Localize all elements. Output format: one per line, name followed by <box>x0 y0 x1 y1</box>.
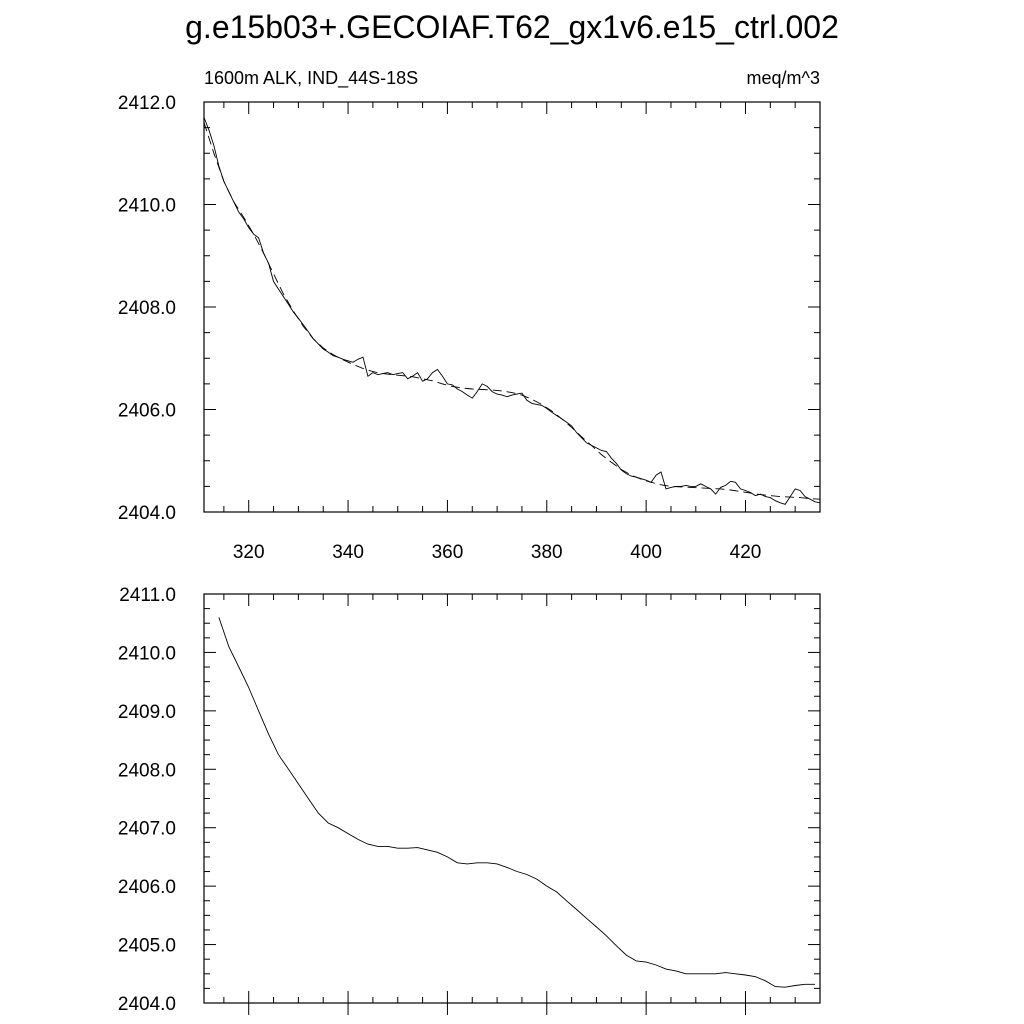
y-tick-label: 2410.0 <box>118 196 176 217</box>
panel-top: 320 340 360 380 400 420 2404.0 2406.0 2408.0 2410… <box>118 93 821 563</box>
y-tick-label: 2412.0 <box>118 93 176 114</box>
y-tick-label: 2406.0 <box>118 877 176 898</box>
plot-frame <box>203 593 821 1004</box>
x-tick-label: 340 <box>332 542 364 563</box>
panel1-right-string: meq/m^3 <box>747 68 820 88</box>
y-tick-label: 2405.0 <box>118 936 176 957</box>
x-tick-label: 420 <box>730 542 762 563</box>
y-tick-label: 2407.0 <box>118 819 176 840</box>
series-line <box>204 117 820 505</box>
figure-title: g.e15b03+.GECOIAF.T62_gx1v6.e15_ctrl.002 <box>185 9 839 45</box>
x-tick-label: 400 <box>630 542 662 563</box>
series-line-dashed <box>204 122 820 500</box>
x-tick-label: 360 <box>432 542 464 563</box>
x-tick-label: 380 <box>531 542 563 563</box>
series-line <box>218 617 815 988</box>
panel1-left-string: 1600m ALK, IND_44S-18S <box>204 68 418 89</box>
y-tick-label: 2410.0 <box>118 643 176 664</box>
y-tick-label: 2406.0 <box>118 401 176 422</box>
y-tick-label: 2411.0 <box>119 585 176 606</box>
y-tick-label: 2404.0 <box>118 503 176 524</box>
x-tick-label: 320 <box>233 542 265 563</box>
y-tick-label: 2408.0 <box>118 298 176 319</box>
plot-frame <box>203 101 821 513</box>
y-tick-label: 2408.0 <box>118 760 176 781</box>
y-tick-label: 2404.0 <box>118 994 176 1015</box>
panel-bottom: 2404.0 2405.0 2406.0 2407.0 2408.0 2409.0 2410… <box>118 585 821 1015</box>
y-tick-label: 2409.0 <box>118 702 176 723</box>
